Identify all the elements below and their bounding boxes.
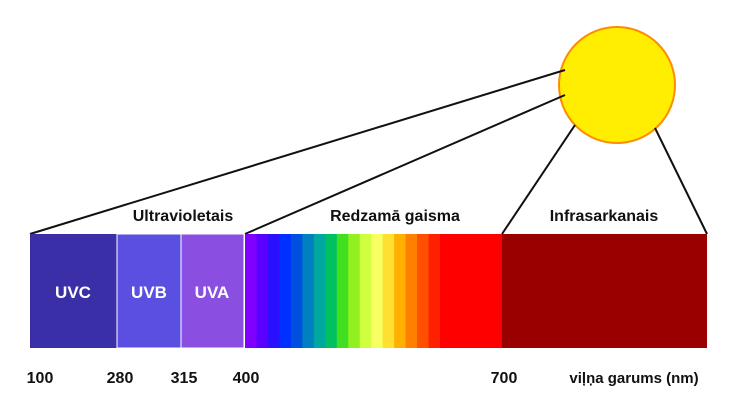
tick-label-315: 315 [171, 370, 198, 387]
spectrum-stripe [279, 234, 292, 348]
spectrum-stripe [428, 234, 441, 348]
spectrum-stripe [417, 234, 430, 348]
spectrum-stripe [267, 234, 281, 348]
region-label-ultraviolet: Ultravioletais [133, 208, 234, 225]
spectrum-stripe [394, 234, 407, 348]
region-label-infrared: Infrasarkanais [550, 208, 659, 225]
band-infrared [502, 234, 707, 348]
ray-line-uv-left [29, 69, 566, 235]
ray-line-infrared-left [501, 124, 576, 235]
spectrum-stripe [336, 234, 349, 348]
region-label-visible: Redzamā gaisma [330, 208, 460, 225]
tick-label-700: 700 [491, 370, 518, 387]
spectrum-stripe [440, 234, 502, 348]
spectrum-stripe [325, 234, 338, 348]
spectrum-stripe [313, 234, 326, 348]
band-uvb [116, 233, 182, 349]
band-label-uvb: UVB [131, 283, 167, 302]
spectrum-stripe [405, 234, 418, 348]
spectrum-stripe [382, 234, 395, 348]
spectrum-stripe [256, 234, 269, 348]
band-label-uva: UVA [195, 283, 230, 302]
sun [558, 26, 676, 144]
visible-spectrum [245, 234, 502, 348]
spectrum-stripe [302, 234, 315, 348]
spectrum-stripe [359, 234, 372, 348]
band-uva [180, 233, 245, 349]
tick-label-100: 100 [27, 370, 54, 387]
tick-label-280: 280 [107, 370, 134, 387]
ray-line-infrared-right [654, 127, 708, 235]
band-label-uvc: UVC [55, 283, 91, 302]
spectrum-stripe [371, 234, 384, 348]
ray-line-visible-left [244, 94, 566, 235]
band-uvc [30, 234, 117, 348]
spectrum-stripe [290, 234, 303, 348]
spectrum-stripe [245, 234, 258, 348]
tick-label-400: 400 [233, 370, 260, 387]
axis-unit-label: viļņa garums (nm) [569, 370, 698, 387]
spectrum-stripe [348, 234, 361, 348]
